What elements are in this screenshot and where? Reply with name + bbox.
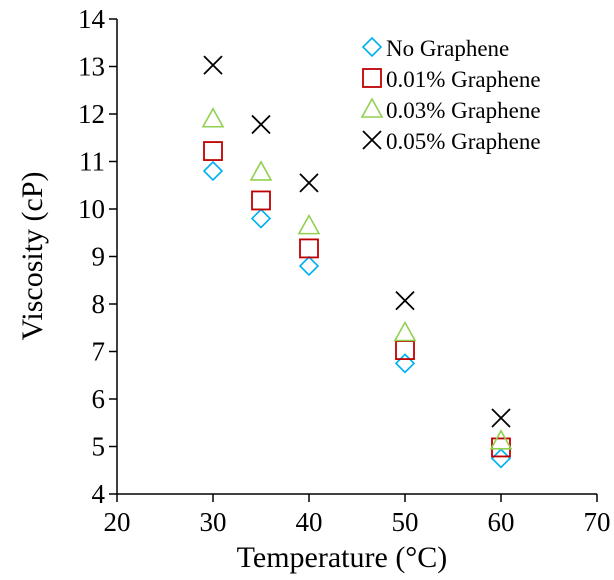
legend-label: 0.03% Graphene xyxy=(386,98,541,123)
data-point xyxy=(298,255,320,277)
x-tick-label: 50 xyxy=(392,507,419,537)
y-tick-label: 14 xyxy=(78,4,106,34)
data-point xyxy=(249,160,273,181)
data-point xyxy=(297,213,321,235)
data-point xyxy=(393,320,417,342)
y-tick-label: 8 xyxy=(92,289,106,319)
data-point xyxy=(203,55,223,75)
y-tick-label: 12 xyxy=(78,99,105,129)
legend-entry: No Graphene xyxy=(361,36,509,61)
data-point xyxy=(394,353,416,374)
y-tick-label: 5 xyxy=(92,432,106,462)
legend-label: 0.01% Graphene xyxy=(386,67,541,92)
y-tick-label: 6 xyxy=(92,384,106,414)
tick-labels: 4 5 6 7 8 9 10 11 12 13 14 20 30 40 50 60 70 xyxy=(78,4,611,537)
series-3 xyxy=(201,107,513,450)
legend-marker xyxy=(362,130,382,150)
x-tick-label: 60 xyxy=(488,507,515,537)
y-tick-label: 7 xyxy=(92,337,106,367)
legend-entry: 0.01% Graphene xyxy=(362,67,541,92)
data-point xyxy=(489,429,513,450)
legend-marker xyxy=(361,36,383,58)
data-point xyxy=(201,107,225,128)
legend: No Graphene 0.01% Graphene 0.03% Graphene 0… xyxy=(360,36,541,154)
y-tick-label: 13 xyxy=(78,52,105,82)
axes xyxy=(109,18,598,502)
data-point xyxy=(202,160,224,182)
y-tick-label: 4 xyxy=(92,479,106,509)
series-1 xyxy=(202,160,512,469)
legend-marker xyxy=(360,97,384,118)
legend-entry: 0.05% Graphene xyxy=(362,129,541,154)
data-point xyxy=(251,114,271,135)
x-tick-label: 30 xyxy=(200,507,227,537)
x-axis-title: Temperature (°C) xyxy=(237,541,448,574)
legend-label: 0.05% Graphene xyxy=(386,129,541,154)
series-2 xyxy=(203,141,511,458)
data-point xyxy=(203,141,223,161)
x-tick-label: 40 xyxy=(296,507,323,537)
data-point xyxy=(395,340,415,360)
data-point xyxy=(395,291,415,311)
data-point xyxy=(299,238,319,259)
x-tick-label: 70 xyxy=(584,507,611,537)
data-point xyxy=(251,190,271,211)
y-tick-label: 10 xyxy=(78,194,105,224)
data-point xyxy=(250,208,272,229)
legend-entry: 0.03% Graphene xyxy=(360,97,541,123)
data-point xyxy=(491,408,511,428)
data-points xyxy=(201,55,513,469)
legend-label: No Graphene xyxy=(386,36,509,61)
y-tick-label: 9 xyxy=(92,242,106,272)
x-tick-label: 20 xyxy=(104,507,131,537)
data-point xyxy=(490,448,512,469)
legend-marker xyxy=(362,68,382,88)
y-tick-label: 11 xyxy=(79,147,105,177)
series-4 xyxy=(203,55,511,428)
y-axis-title: Viscosity (cP) xyxy=(16,171,49,340)
data-point xyxy=(299,173,319,193)
